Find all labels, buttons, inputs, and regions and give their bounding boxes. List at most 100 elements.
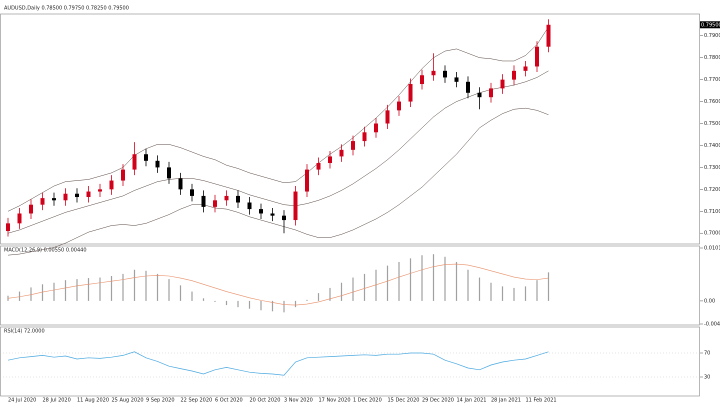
macd-bar <box>271 300 274 312</box>
candle-body <box>385 110 390 124</box>
y-tick-label: 0.78000 <box>704 55 720 61</box>
rsi-line <box>7 351 549 376</box>
candle-body <box>328 156 332 164</box>
candle-body <box>316 163 321 170</box>
candle-body <box>63 193 68 201</box>
candle-body <box>443 70 447 78</box>
candle-body <box>109 180 114 190</box>
macd-bar <box>248 300 251 309</box>
macd-bar <box>409 258 412 301</box>
macd-bar <box>340 282 343 301</box>
macd-bar <box>202 298 205 301</box>
candle-body <box>86 191 91 198</box>
candle-body <box>17 213 22 224</box>
candle-body <box>282 215 286 221</box>
last-price-label: 0.79500 <box>701 22 720 28</box>
macd-bar <box>179 285 182 301</box>
x-tick-label: 25 Aug 2020 <box>112 398 144 404</box>
macd-bar <box>490 282 492 301</box>
macd-bar <box>53 282 55 301</box>
last-price-box <box>700 21 720 29</box>
x-tick-label: 24 Jul 2020 <box>8 398 36 404</box>
macd-bar <box>191 291 193 301</box>
macd-bar <box>168 279 170 301</box>
macd-panel <box>0 245 700 326</box>
candle-body <box>523 66 528 71</box>
candle-body <box>98 189 102 192</box>
macd-bar <box>133 269 136 301</box>
candle-body <box>190 189 194 196</box>
macd-bar <box>156 273 159 301</box>
candle-body <box>201 195 206 207</box>
macd-bar <box>41 284 44 301</box>
x-tick-label: 29 Dec 2020 <box>422 398 454 404</box>
candle-body <box>121 169 125 181</box>
candle-body <box>500 79 505 89</box>
candle-body <box>236 195 240 203</box>
macd-bar <box>237 300 239 308</box>
y-tick-label: -0.004448 <box>704 322 720 328</box>
x-tick-label: 20 Oct 2020 <box>250 398 281 404</box>
y-tick-label: 0.79000 <box>704 33 720 39</box>
macd-bar <box>122 273 124 301</box>
y-tick-label: 0.71000 <box>704 209 720 215</box>
candle-body <box>397 101 401 111</box>
macd-bar <box>87 278 90 301</box>
macd-bar <box>478 277 481 301</box>
macd-bar <box>363 273 366 301</box>
macd-bar <box>547 272 550 301</box>
macd-bar <box>110 275 113 301</box>
candle-body <box>259 209 263 214</box>
candle-body <box>466 81 470 93</box>
chart-title: AUDUSD,Daily 0.78500 0.79750 0.78250 0.7… <box>4 6 129 12</box>
band-middle <box>7 70 549 234</box>
macd-bar <box>352 277 354 301</box>
candle-body <box>454 77 459 82</box>
macd-bar <box>501 286 504 301</box>
rsi-title: RSI(14) 72.0000 <box>4 329 45 335</box>
candle-body <box>305 169 309 192</box>
candle-body <box>167 167 171 179</box>
x-tick-label: 9 Sep 2020 <box>146 398 175 404</box>
macd-bar <box>214 300 216 302</box>
candle-body <box>270 213 275 216</box>
price-panel <box>0 13 700 245</box>
macd-bar <box>317 293 320 301</box>
macd-bar <box>524 286 527 301</box>
macd-bar <box>283 300 285 313</box>
macd-bar <box>18 291 21 301</box>
candle-body <box>144 154 148 161</box>
macd-bar <box>386 265 389 301</box>
macd-bar <box>76 279 78 301</box>
candle-body <box>351 141 355 150</box>
macd-bar <box>329 287 331 301</box>
y-tick-label: 0.00 <box>704 298 715 304</box>
x-tick-label: 22 Sep 2020 <box>181 398 213 404</box>
candle-body <box>339 149 344 157</box>
x-tick-label: 1 Dec 2020 <box>353 398 382 404</box>
y-tick-label: 0.73000 <box>704 165 720 171</box>
macd-bar <box>260 300 262 311</box>
x-tick-label: 3 Nov 2020 <box>284 398 313 404</box>
x-tick-label: 11 Aug 2020 <box>77 398 109 404</box>
band-upper <box>7 26 549 212</box>
macd-bar <box>306 299 308 301</box>
x-tick-label: 28 Jan 2021 <box>491 398 521 404</box>
candle-body <box>247 202 252 210</box>
candle-body <box>431 70 436 76</box>
y-tick-label: 0.70000 <box>704 231 720 237</box>
y-tick-label: 30 <box>704 375 710 381</box>
candle-body <box>224 195 229 201</box>
x-tick-label: 6 Oct 2020 <box>215 398 243 404</box>
candle-body <box>546 24 551 47</box>
candle-body <box>374 123 378 133</box>
macd-bar <box>444 256 446 301</box>
candle-body <box>29 204 33 214</box>
y-tick-label: 0.77000 <box>704 77 720 83</box>
y-tick-label: 0.010192 <box>704 246 720 252</box>
candle-body <box>155 160 160 168</box>
x-tick-label: 28 Jul 2020 <box>43 398 71 404</box>
candle-body <box>512 70 516 80</box>
